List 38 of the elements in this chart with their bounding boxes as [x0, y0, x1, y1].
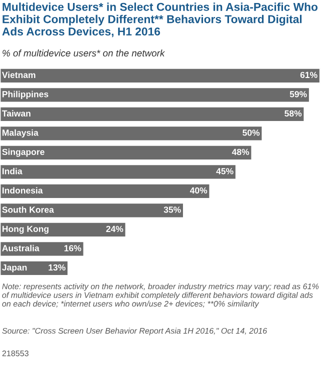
data-label: 35%: [164, 206, 181, 213]
source-note: Source: "Cross Screen User Behavior Report Asia 1H 2016," Oct 14, 2016: [2, 328, 268, 336]
bar: [0, 221, 127, 238]
y-tick-label: Philippines: [2, 90, 48, 100]
y-tick-label: Japan: [2, 264, 27, 272]
data-label: 58%: [284, 110, 302, 117]
y-tick-label: South Korea: [2, 206, 54, 213]
data-label: 24%: [106, 226, 124, 232]
y-tick-label: Hong Kong: [2, 226, 48, 234]
bar: [0, 125, 264, 142]
y-tick-label: Indonesia: [2, 187, 43, 194]
bar: [0, 86, 310, 104]
y-tick-label: Taiwan: [2, 110, 30, 117]
bar: [0, 144, 253, 161]
chart-title: Multidevice Users* in Select Countries in Asia-Pacific Who Exhibit Completely Different** Behaviors Toward Digital Ads Across Devices, H1 2016: [2, 2, 318, 38]
data-label: 40%: [190, 187, 208, 194]
data-label: 48%: [232, 148, 250, 156]
bar: [0, 182, 211, 200]
data-label: 61%: [300, 72, 318, 78]
data-label: 16%: [64, 245, 82, 252]
y-tick-label: Singapore: [2, 148, 44, 157]
bar: [0, 240, 85, 258]
y-tick-label: Malaysia: [2, 129, 38, 138]
text: Note: represents activity on the network, broader industry metrics may vary; read as 61% of multidevice users in Vietnam exhibit completely different behaviors toward digital ads on each device; *internet users who own/use 2+ devices; **0% similarity: [2, 283, 319, 308]
data-label: 45%: [216, 168, 234, 174]
bar: [0, 260, 69, 276]
data-label: 59%: [290, 91, 307, 98]
bar: [0, 106, 306, 122]
bar: [0, 202, 184, 219]
bar: [0, 67, 320, 84]
y-tick-label: Vietnam: [2, 72, 36, 78]
y-tick-label: India: [2, 168, 22, 174]
data-label: 50%: [242, 130, 260, 136]
y-tick-label: Australia: [2, 244, 40, 252]
text: 218553: [2, 350, 28, 356]
bar: [0, 164, 237, 180]
chart-subtitle: % of multidevice users* on the network: [2, 50, 166, 56]
data-label: 13%: [48, 264, 66, 271]
